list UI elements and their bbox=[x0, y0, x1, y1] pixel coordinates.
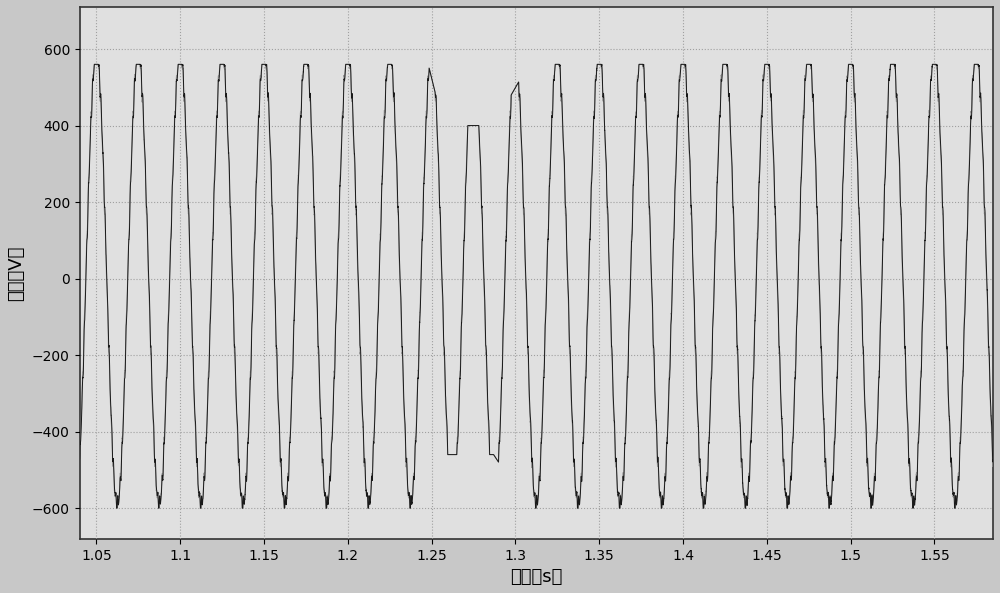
X-axis label: 时间（s）: 时间（s） bbox=[510, 568, 563, 586]
Y-axis label: 电压（V）: 电压（V） bbox=[7, 245, 25, 301]
